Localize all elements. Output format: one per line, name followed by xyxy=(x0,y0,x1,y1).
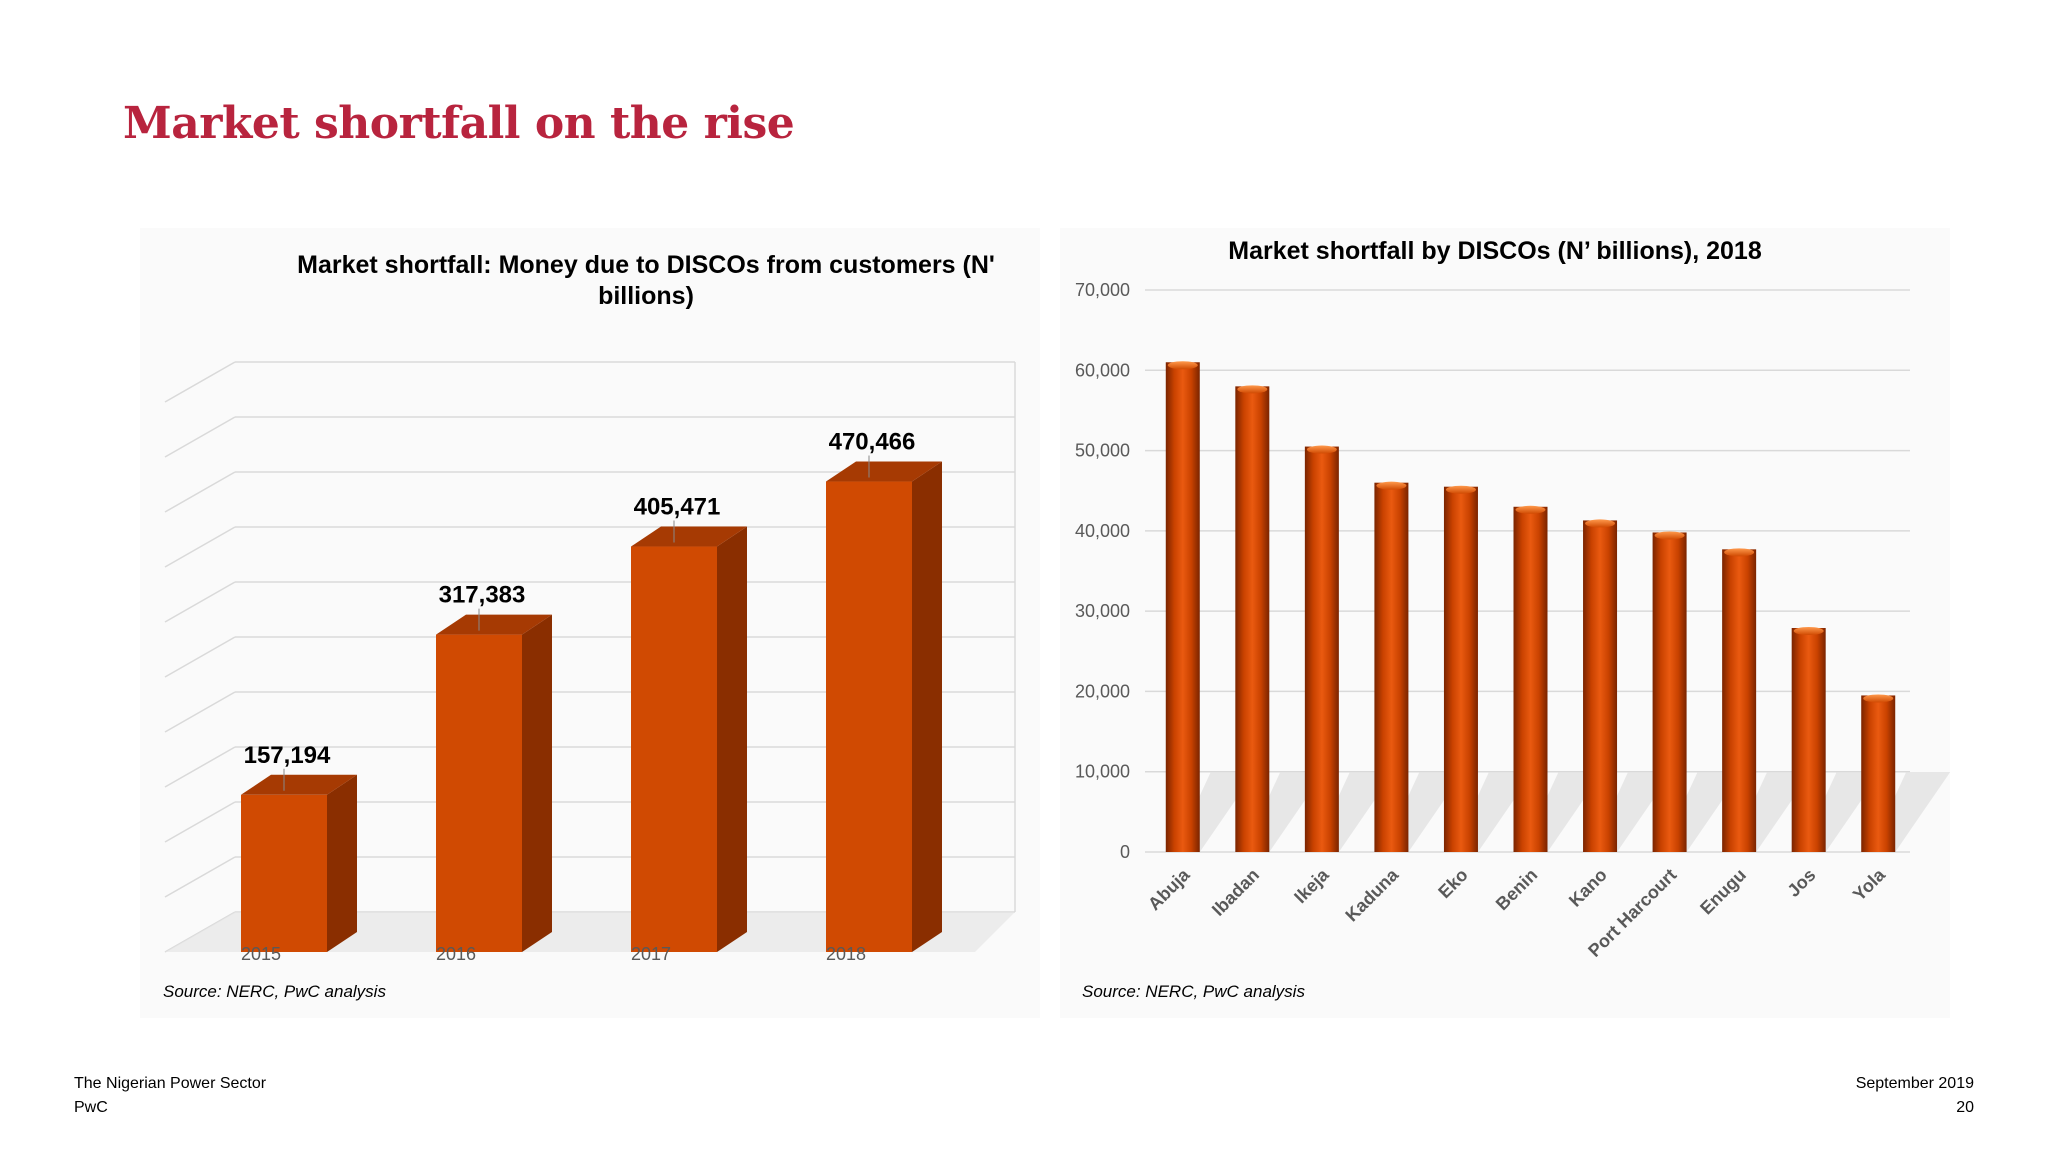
left-chart-bar-side-2015 xyxy=(327,774,357,952)
right-chart-x-tick-Ibadan: Ibadan xyxy=(1208,865,1263,920)
right-chart-bar-Yola xyxy=(1861,695,1896,852)
left-chart-bar-top-2017 xyxy=(631,526,747,547)
right-chart-bar-Jos xyxy=(1791,628,1826,852)
left-chart-title-line2: billions) xyxy=(598,282,694,310)
right-chart-bar-Ibadan xyxy=(1235,386,1270,852)
right-chart-bar-cap-Enugu xyxy=(1724,548,1755,557)
left-chart-x-tick-2017: 2017 xyxy=(631,944,671,964)
right-chart-y-tick-1: 10,000 xyxy=(1075,762,1130,782)
right-chart-bar-cap-Benin xyxy=(1515,505,1546,514)
left-chart-bar-2018 xyxy=(826,481,912,952)
right-chart: Market shortfall by DISCOs (N’ billions)… xyxy=(1075,237,1950,961)
left-chart-gridline-diagonal-2 xyxy=(164,801,236,843)
footer-report-name: The Nigerian Power Sector xyxy=(74,1075,267,1092)
left-chart-bar-side-2016 xyxy=(522,614,552,952)
right-chart-source: Source: NERC, PwC analysis xyxy=(1082,982,1305,1001)
left-chart-bar-top-2018 xyxy=(826,461,942,482)
left-chart-x-tick-2016: 2016 xyxy=(436,944,476,964)
left-chart-data-label-2017: 405,471 xyxy=(634,494,721,521)
right-chart-y-tick-7: 70,000 xyxy=(1075,280,1130,300)
right-chart-x-tick-Kaduna: Kaduna xyxy=(1341,864,1403,926)
right-chart-bar-Kaduna xyxy=(1374,482,1409,852)
right-chart-y-tick-4: 40,000 xyxy=(1075,521,1130,541)
left-chart-gridline-diagonal-8 xyxy=(164,471,236,513)
right-chart-bar-Enugu xyxy=(1722,549,1757,852)
left-chart-floor xyxy=(165,912,1015,952)
left-chart-gridline-diagonal-1 xyxy=(164,856,236,898)
slide-title: Market shortfall on the rise xyxy=(123,98,795,149)
right-chart-panel xyxy=(1060,228,1950,1018)
right-chart-x-tick-Eko: Eko xyxy=(1434,865,1471,902)
right-chart-bar-cap-Kaduna xyxy=(1376,481,1407,490)
left-chart-bar-top-2015 xyxy=(241,774,357,795)
left-chart-data-label-2016: 317,383 xyxy=(439,582,526,609)
right-chart-x-tick-Jos: Jos xyxy=(1783,865,1819,901)
footer-right: September 2019 20 xyxy=(1856,1072,1974,1120)
right-chart-bar-Port-Harcourt xyxy=(1652,532,1687,852)
footer-date: September 2019 xyxy=(1855,1075,1974,1092)
right-chart-bar-Eko xyxy=(1443,486,1478,852)
left-chart-data-label-2018: 470,466 xyxy=(829,429,916,456)
right-chart-bar-Benin xyxy=(1513,506,1548,852)
footer-company: PwC xyxy=(74,1099,108,1116)
right-chart-bar-cap-Jos xyxy=(1793,627,1824,636)
right-chart-bar-cap-Ibadan xyxy=(1237,385,1268,394)
right-chart-y-tick-5: 50,000 xyxy=(1075,441,1130,461)
left-chart-bar-top-2016 xyxy=(436,614,552,635)
left-chart-source: Source: NERC, PwC analysis xyxy=(163,982,386,1001)
left-chart-gridline-diagonal-4 xyxy=(164,691,236,733)
left-chart-gridline-diagonal-5 xyxy=(164,636,236,678)
right-chart-title: Market shortfall by DISCOs (N’ billions)… xyxy=(1228,237,1762,265)
left-chart-x-tick-2015: 2015 xyxy=(241,944,281,964)
right-chart-bar-cap-Abuja xyxy=(1167,361,1198,370)
left-chart-gridline-diagonal-10 xyxy=(164,361,236,403)
left-chart-title-line1: Market shortfall: Money due to DISCOs fr… xyxy=(297,251,995,279)
footer-left: The Nigerian Power Sector PwC xyxy=(74,1072,266,1120)
left-chart-x-tick-2018: 2018 xyxy=(826,944,866,964)
right-chart-y-tick-3: 30,000 xyxy=(1075,601,1130,621)
right-chart-bar-cap-Eko xyxy=(1445,485,1476,494)
right-chart-bar-cap-Yola xyxy=(1863,694,1894,703)
left-chart-gridline-diagonal-7 xyxy=(164,526,236,568)
right-chart-x-tick-Benin: Benin xyxy=(1492,865,1542,915)
left-chart-bar-side-2017 xyxy=(717,526,747,952)
right-chart-bar-cap-Kano xyxy=(1585,519,1616,528)
left-chart-bar-2016 xyxy=(436,634,522,952)
right-chart-x-tick-Abuja: Abuja xyxy=(1144,864,1194,914)
footer-page-number: 20 xyxy=(1956,1099,1974,1116)
right-chart-bar-cap-Port-Harcourt xyxy=(1654,531,1685,540)
right-chart-x-tick-Kano: Kano xyxy=(1565,865,1611,911)
right-chart-bar-Kano xyxy=(1583,520,1618,852)
left-chart-data-label-2015: 157,194 xyxy=(244,742,331,769)
right-chart-y-tick-0: 0 xyxy=(1120,842,1130,862)
right-chart-y-tick-2: 20,000 xyxy=(1075,681,1130,701)
left-chart-gridline-diagonal-3 xyxy=(164,746,236,788)
right-chart-x-tick-Enugu: Enugu xyxy=(1696,865,1750,919)
left-chart-gridline-diagonal-6 xyxy=(164,581,236,623)
left-chart-bar-side-2018 xyxy=(912,461,942,952)
right-chart-x-tick-Ikeja: Ikeja xyxy=(1290,864,1333,907)
right-chart-bar-Ikeja xyxy=(1304,446,1339,852)
right-chart-bar-cap-Ikeja xyxy=(1306,445,1337,454)
left-chart-gridline-diagonal-9 xyxy=(164,416,236,458)
right-chart-x-tick-Yola: Yola xyxy=(1849,864,1890,905)
right-chart-bar-Abuja xyxy=(1165,362,1200,852)
left-chart-bar-2015 xyxy=(241,794,327,952)
left-chart: Market shortfall: Money due to DISCOs fr… xyxy=(164,251,1016,964)
left-chart-bar-2017 xyxy=(631,546,717,952)
right-chart-y-tick-6: 60,000 xyxy=(1075,360,1130,380)
